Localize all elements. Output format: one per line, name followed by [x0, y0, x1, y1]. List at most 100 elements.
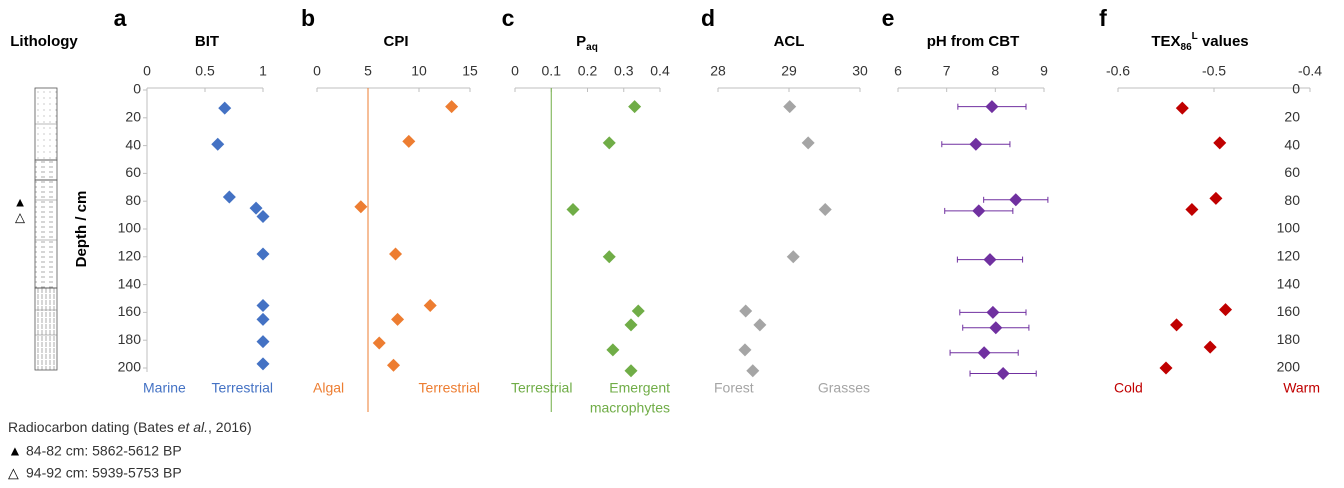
end-label: Marine: [143, 380, 186, 396]
date-marker: ▲: [14, 194, 27, 209]
x-tick-label: -0.6: [1106, 63, 1130, 79]
point: [802, 136, 815, 149]
y-tick-label: 100: [1277, 220, 1301, 236]
point: [389, 248, 402, 261]
point: [989, 321, 1002, 334]
x-tick-label: 29: [781, 63, 797, 79]
point: [257, 299, 270, 312]
panel-letter: e: [882, 5, 895, 31]
y-tick-label: 40: [125, 136, 141, 152]
x-tick-label: 8: [991, 63, 999, 79]
lithology-column: [35, 88, 57, 370]
x-tick-label: -0.5: [1202, 63, 1226, 79]
point: [739, 305, 752, 318]
point: [445, 100, 458, 113]
point: [625, 318, 638, 331]
point: [625, 364, 638, 377]
x-tick-label: 7: [943, 63, 951, 79]
point: [753, 318, 766, 331]
end-label: Terrestrial: [511, 380, 572, 396]
point: [218, 102, 231, 115]
y-axis-label: Depth / cm: [73, 191, 90, 268]
end-label: Warm: [1283, 380, 1320, 396]
point: [819, 203, 832, 216]
date-symbol: ▲: [8, 443, 22, 459]
point: [606, 343, 619, 356]
x-tick-label: 0.1: [542, 63, 562, 79]
date-marker: △: [15, 209, 25, 224]
y-tick-label: 160: [1277, 303, 1301, 319]
y-tick-label: 20: [125, 109, 141, 125]
x-tick-label: 0.4: [650, 63, 670, 79]
point: [632, 305, 645, 318]
point: [257, 335, 270, 348]
title-part: TEX: [1151, 33, 1180, 50]
title-part: 86: [1181, 42, 1193, 53]
title-part: CPI: [383, 33, 408, 50]
y-tick-label: 40: [1284, 136, 1300, 152]
panel-title: Paq: [576, 33, 598, 53]
y-tick-label: 200: [1277, 359, 1301, 375]
point: [978, 346, 991, 359]
point: [1213, 136, 1226, 149]
point: [1204, 341, 1217, 354]
panel-letter: c: [502, 5, 515, 31]
end-label: Terrestrial: [419, 380, 480, 396]
panel-title: BIT: [195, 33, 219, 50]
panel-letter: a: [114, 5, 127, 31]
panel-title: CPI: [383, 33, 408, 50]
point: [603, 136, 616, 149]
point: [628, 100, 641, 113]
point: [211, 138, 224, 151]
x-tick-label: 0: [313, 63, 321, 79]
point: [746, 364, 759, 377]
point: [257, 313, 270, 326]
point: [969, 138, 982, 151]
end-label: Terrestrial: [212, 380, 273, 396]
y-tick-label: 180: [1277, 331, 1301, 347]
point: [223, 191, 236, 204]
y-tick-label: 80: [125, 192, 141, 208]
y-tick-label: 120: [1277, 248, 1301, 264]
x-tick-label: 0.3: [614, 63, 634, 79]
x-tick-label: 6: [894, 63, 902, 79]
y-tick-label: 60: [125, 164, 141, 180]
point: [373, 336, 386, 349]
text-part: , 2016): [208, 419, 252, 435]
point: [985, 100, 998, 113]
y-tick-label: 120: [118, 248, 142, 264]
text-part: et al.: [178, 419, 208, 435]
point: [1209, 192, 1222, 205]
point: [424, 299, 437, 312]
panel-letter: f: [1099, 5, 1107, 31]
point: [1219, 303, 1232, 316]
y-tick-label: 0: [1292, 81, 1300, 97]
x-tick-label: 5: [364, 63, 372, 79]
point: [738, 343, 751, 356]
point: [1176, 102, 1189, 115]
y-tick-label: 60: [1284, 164, 1300, 180]
end-label: Algal: [313, 380, 344, 396]
end-label: Cold: [1114, 380, 1143, 396]
point: [1160, 362, 1173, 375]
text-part: Radiocarbon dating (Bates: [8, 419, 178, 435]
point: [567, 203, 580, 216]
y-tick-label: 80: [1284, 192, 1300, 208]
x-tick-label: -0.4: [1298, 63, 1322, 79]
y-tick-label: 20: [1284, 109, 1300, 125]
point: [972, 204, 985, 217]
point: [783, 100, 796, 113]
y-tick-label: 100: [118, 220, 142, 236]
title-part: P: [576, 33, 586, 50]
x-tick-label: 9: [1040, 63, 1048, 79]
end-label: macrophytes: [590, 400, 670, 416]
point: [402, 135, 415, 148]
x-tick-label: 0.5: [195, 63, 215, 79]
x-tick-label: 28: [710, 63, 726, 79]
y-tick-label: 140: [118, 275, 142, 291]
figure: Lithology ▲ △ Radiocarbon dating (Bates …: [0, 0, 1344, 488]
point: [997, 367, 1010, 380]
point: [257, 357, 270, 370]
date-text: 94-92 cm: 5939-5753 BP: [26, 465, 182, 481]
y-tick-label: 200: [118, 359, 142, 375]
